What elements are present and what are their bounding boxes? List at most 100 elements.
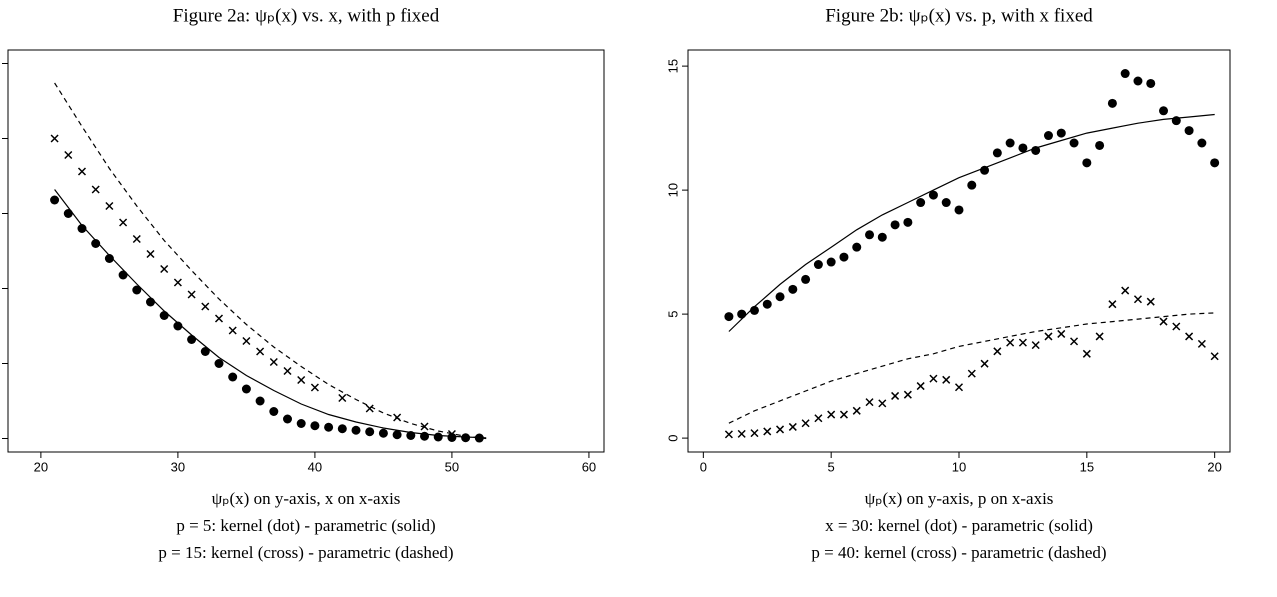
dot-point: [433, 432, 443, 442]
dot-point: [967, 180, 977, 190]
dot-point: [1120, 69, 1130, 79]
caption: x = 30: kernel (dot) - parametric (solid…: [825, 516, 1093, 535]
cross-point: [801, 419, 810, 428]
dot-point: [324, 422, 334, 432]
dot-point: [132, 285, 142, 295]
caption: p = 40: kernel (cross) - parametric (das…: [811, 543, 1106, 562]
cross-point: [105, 201, 114, 211]
dot-point: [890, 220, 900, 230]
x-tick-label: 10: [952, 459, 966, 474]
dot-point: [941, 198, 951, 208]
cross-point: [1108, 300, 1117, 309]
cross-point: [1159, 317, 1168, 326]
cross-point: [187, 290, 196, 299]
x-tick-label: 30: [171, 459, 185, 474]
dot-point: [762, 299, 772, 309]
caption: p = 15: kernel (cross) - parametric (das…: [158, 543, 453, 562]
dot-point: [461, 433, 471, 443]
dot-point: [877, 232, 887, 242]
dot-point: [104, 254, 114, 263]
cross-point: [776, 425, 785, 434]
cross-point: [242, 336, 251, 346]
chart-title: Figure 2b: ψₚ(x) vs. p, with x fixed: [825, 5, 1093, 26]
dot-point: [980, 165, 990, 175]
dot-point: [77, 224, 87, 233]
panel: 20304050600510152025Figure 2a: ψₚ(x) vs.…: [0, 5, 605, 562]
cross-point: [737, 429, 746, 438]
dot-point: [813, 260, 823, 270]
dot-point: [852, 242, 862, 252]
cross-point: [228, 326, 237, 335]
cross-point: [310, 383, 319, 392]
dot-point: [392, 430, 402, 440]
dot-point: [1146, 78, 1156, 88]
cross-point: [1044, 332, 1053, 341]
dot-point: [351, 425, 361, 435]
x-tick-label: 60: [582, 459, 596, 474]
cross-point: [393, 413, 402, 422]
panel: 0 5 10 15 20 0 5 10 15 Figure 2b: ψₚ(x) vs. p, wi…: [665, 5, 1231, 562]
dot-point: [269, 407, 279, 416]
cross-point: [980, 359, 989, 368]
caption: ψₚ(x) on y-axis, x on x-axis: [212, 489, 401, 508]
cross-point: [50, 134, 59, 143]
dot-point: [1107, 98, 1117, 108]
x-tick-label: 40: [308, 459, 322, 474]
dot-point: [865, 230, 875, 240]
dot-point: [788, 284, 798, 294]
curve: [728, 113, 1215, 332]
dot-point: [1184, 126, 1194, 136]
dot-point: [296, 419, 306, 428]
cross-point: [1172, 322, 1181, 331]
dot-point: [337, 424, 347, 434]
cross-point: [297, 375, 306, 385]
cross-point: [447, 429, 456, 439]
dot-point: [992, 148, 1002, 158]
cross-point: [214, 314, 224, 323]
cross-point: [724, 430, 733, 439]
dot-point: [1210, 158, 1220, 168]
cross-point: [1121, 286, 1130, 295]
cross-point: [1031, 341, 1040, 350]
cross-point: [993, 347, 1002, 356]
cross-point: [827, 410, 836, 419]
cross-point: [420, 422, 429, 431]
dot-point: [145, 297, 155, 307]
dot-point: [954, 205, 964, 215]
x-tick-label: 50: [445, 459, 459, 474]
cross-point: [132, 234, 141, 244]
cross-point: [954, 383, 964, 392]
y-tick-label: 10: [665, 183, 680, 197]
plot-frame: [7, 49, 605, 453]
dot-point: [801, 274, 811, 284]
curve: [54, 82, 487, 440]
curve: [728, 312, 1215, 424]
dot-point: [1133, 76, 1143, 86]
cross-point: [891, 391, 900, 400]
dot-point: [916, 198, 926, 208]
chart-title: Figure 2a: ψₚ(x) vs. x, with p fixed: [173, 5, 440, 26]
cross-point: [1006, 338, 1015, 347]
cross-point: [839, 410, 848, 419]
cross-point: [365, 404, 374, 413]
dot-point: [173, 321, 183, 331]
cross-point: [160, 264, 169, 274]
cross-point: [929, 374, 938, 383]
dot-point: [1082, 158, 1092, 168]
cross-point: [77, 167, 87, 176]
dot-point: [310, 421, 320, 431]
x-tick-label: 20: [1207, 459, 1221, 474]
dot-point: [1159, 106, 1169, 116]
cross-point: [865, 398, 874, 407]
dot-point: [1095, 140, 1105, 150]
cross-point: [1070, 337, 1079, 346]
cross-point: [750, 429, 759, 438]
dot-point: [378, 428, 388, 438]
dot-point: [63, 209, 73, 218]
cross-point: [256, 347, 265, 356]
cross-point: [1057, 329, 1066, 338]
cross-point: [201, 302, 210, 311]
caption: ψₚ(x) on y-axis, p on x-axis: [865, 489, 1054, 508]
cross-point: [1185, 332, 1194, 341]
